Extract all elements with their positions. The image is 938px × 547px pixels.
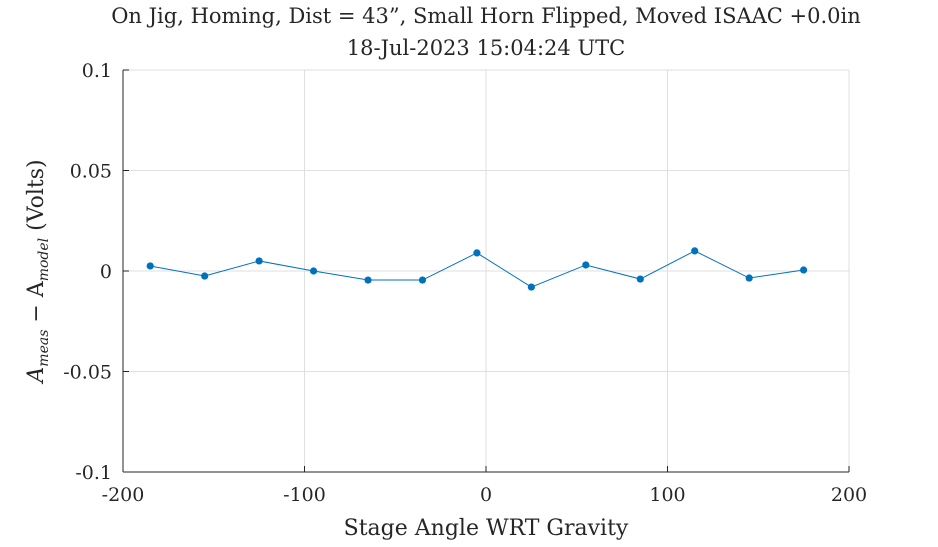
y-tick-label-1: -0.05 (63, 362, 112, 384)
grid (122, 69, 850, 473)
x-tick-label-2: 0 (480, 484, 492, 506)
axes (122, 69, 850, 473)
data-point-2 (255, 257, 263, 265)
y-label-sub-model: model (36, 238, 52, 281)
x-axis-label: Stage Angle WRT Gravity (344, 516, 629, 541)
y-tick-label-4: 0.1 (82, 60, 112, 82)
y-axis-label: Ameas − Amodel (Volts) (24, 159, 52, 384)
chart-title: On Jig, Homing, Dist = 43”, Small Horn F… (111, 4, 861, 28)
chart-subtitle: 18-Jul-2023 15:04:24 UTC (347, 36, 625, 60)
y-label-sub-meas: meas (36, 330, 52, 367)
data-point-0 (146, 262, 154, 270)
y-tick-label-3: 0.05 (70, 161, 112, 183)
data-point-5 (418, 276, 427, 284)
x-tick-label-4: 200 (831, 484, 867, 506)
data-point-12 (800, 266, 808, 274)
data-point-1 (201, 272, 209, 280)
data-point-7 (527, 283, 535, 291)
y-label-units: (Volts) (24, 159, 49, 237)
data-point-3 (309, 267, 318, 275)
data-point-8 (582, 261, 590, 269)
y-label-minus-a: − A (24, 280, 49, 329)
x-tick-label-3: 100 (649, 484, 685, 506)
x-tick-label-0: -200 (102, 484, 145, 506)
data-series (146, 247, 808, 291)
x-tick-label-1: -100 (283, 484, 326, 506)
y-tick-labels: -0.1 -0.05 0 0.05 0.1 (63, 60, 112, 484)
y-tick-label-0: -0.1 (75, 462, 112, 484)
y-label-var-a: A (24, 367, 49, 385)
data-point-4 (364, 276, 372, 284)
y-tick-label-2: 0 (100, 261, 112, 283)
data-point-10 (691, 247, 699, 255)
data-point-9 (636, 275, 644, 283)
x-tick-labels: -200 -100 0 100 200 (102, 484, 867, 506)
data-point-11 (745, 274, 753, 282)
data-point-6 (473, 249, 481, 257)
